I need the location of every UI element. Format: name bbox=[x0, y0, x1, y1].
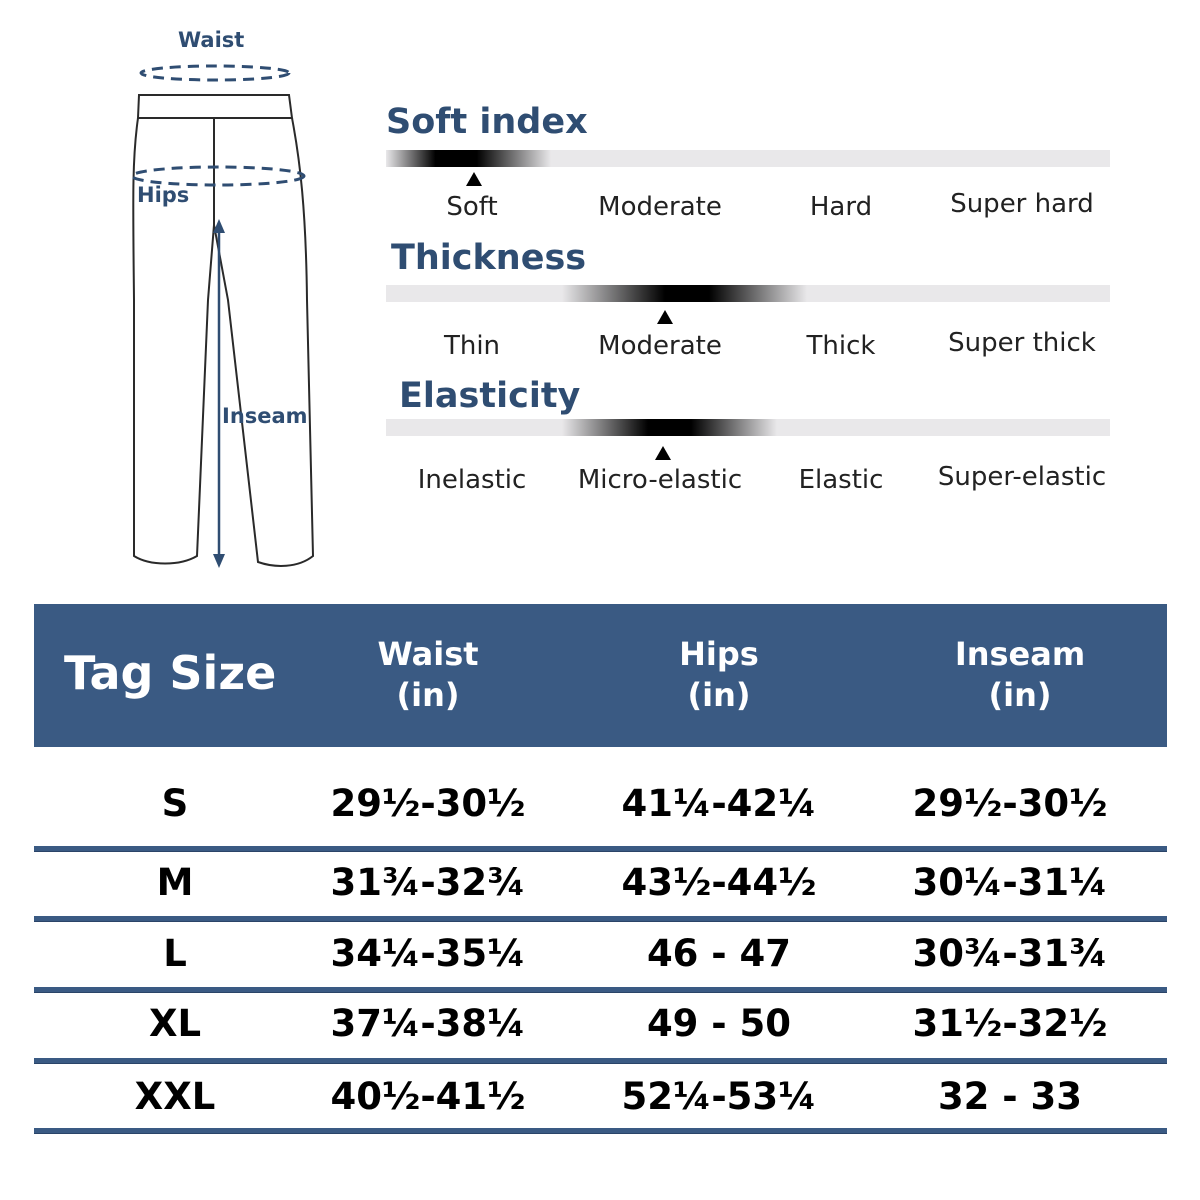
header-tag-size: Tag Size bbox=[64, 646, 277, 700]
header-hips-unit: (in) bbox=[687, 676, 751, 714]
scale-option: Hard bbox=[809, 192, 873, 222]
scale-option: Super-elastic bbox=[937, 462, 1107, 492]
cell-hips: 49 - 50 bbox=[646, 1002, 792, 1045]
cell-waist: 37¼-38¼ bbox=[330, 1002, 526, 1045]
scale-title: Soft index bbox=[386, 102, 588, 142]
scale-bar bbox=[386, 150, 1110, 167]
header-waist-label: Waist bbox=[377, 635, 479, 673]
cell-size: M bbox=[156, 861, 194, 904]
cell-size: L bbox=[163, 932, 187, 975]
header-waist-unit: (in) bbox=[396, 676, 460, 714]
scale-indicator bbox=[562, 419, 777, 436]
cell-waist: 34¼-35¼ bbox=[330, 932, 526, 975]
cell-hips: 41¼-42¼ bbox=[621, 782, 817, 825]
cell-waist: 40½-41½ bbox=[330, 1075, 526, 1118]
cell-inseam: 32 - 33 bbox=[937, 1075, 1083, 1118]
row-divider bbox=[34, 846, 1167, 852]
table-header: Tag Size Waist (in) Hips (in) Inseam (in… bbox=[34, 604, 1167, 747]
inseam-arrow bbox=[213, 219, 225, 568]
header-hips-label: Hips bbox=[679, 635, 759, 673]
pants-outline bbox=[136, 94, 294, 119]
scale-title: Elasticity bbox=[399, 376, 581, 416]
scale-option: Moderate bbox=[598, 331, 722, 361]
scale-bar bbox=[386, 285, 1110, 302]
waist-measure-line bbox=[139, 64, 291, 82]
selected-marker-icon bbox=[466, 172, 482, 186]
scale-option: Soft bbox=[446, 192, 498, 222]
scale-option: Inelastic bbox=[417, 465, 527, 495]
inseam-label: Inseam bbox=[222, 404, 308, 428]
header-waist: Waist (in) bbox=[328, 634, 528, 716]
cell-hips: 43½-44½ bbox=[621, 861, 817, 904]
cell-size: S bbox=[161, 782, 189, 825]
cell-waist: 29½-30½ bbox=[330, 782, 526, 825]
row-divider bbox=[34, 987, 1167, 993]
cell-size: XL bbox=[148, 1002, 202, 1045]
cell-size: XXL bbox=[134, 1075, 216, 1118]
cell-inseam: 31½-32½ bbox=[912, 1002, 1108, 1045]
cell-inseam: 30¾-31¾ bbox=[912, 932, 1108, 975]
cell-inseam: 29½-30½ bbox=[912, 782, 1108, 825]
cell-hips: 52¼-53¼ bbox=[621, 1075, 817, 1118]
pants-diagram bbox=[130, 64, 315, 568]
scale-option: Thin bbox=[443, 331, 501, 361]
scale-option: Moderate bbox=[598, 192, 722, 222]
hips-label: Hips bbox=[137, 183, 190, 207]
scale-indicator bbox=[562, 285, 807, 302]
selected-marker-icon bbox=[657, 310, 673, 324]
cell-inseam: 30¼-31¼ bbox=[912, 861, 1108, 904]
header-inseam: Inseam (in) bbox=[920, 634, 1120, 716]
header-hips: Hips (in) bbox=[619, 634, 819, 716]
scale-option: Thick bbox=[806, 331, 876, 361]
scale-option: Super thick bbox=[948, 328, 1096, 358]
cell-waist: 31¾-32¾ bbox=[330, 861, 526, 904]
row-divider bbox=[34, 916, 1167, 922]
scale-option: Micro-elastic bbox=[577, 465, 743, 495]
scale-title: Thickness bbox=[391, 238, 587, 278]
cell-hips: 46 - 47 bbox=[646, 932, 792, 975]
header-inseam-unit: (in) bbox=[988, 676, 1052, 714]
scale-bar bbox=[386, 419, 1110, 436]
waist-label: Waist bbox=[178, 28, 245, 52]
row-divider bbox=[34, 1128, 1167, 1134]
selected-marker-icon bbox=[655, 446, 671, 460]
scale-option: Elastic bbox=[798, 465, 884, 495]
header-inseam-label: Inseam bbox=[954, 635, 1086, 673]
hips-measure-line bbox=[130, 165, 306, 187]
scale-indicator bbox=[386, 150, 551, 167]
scale-option: Super hard bbox=[950, 189, 1094, 219]
row-divider bbox=[34, 1058, 1167, 1064]
